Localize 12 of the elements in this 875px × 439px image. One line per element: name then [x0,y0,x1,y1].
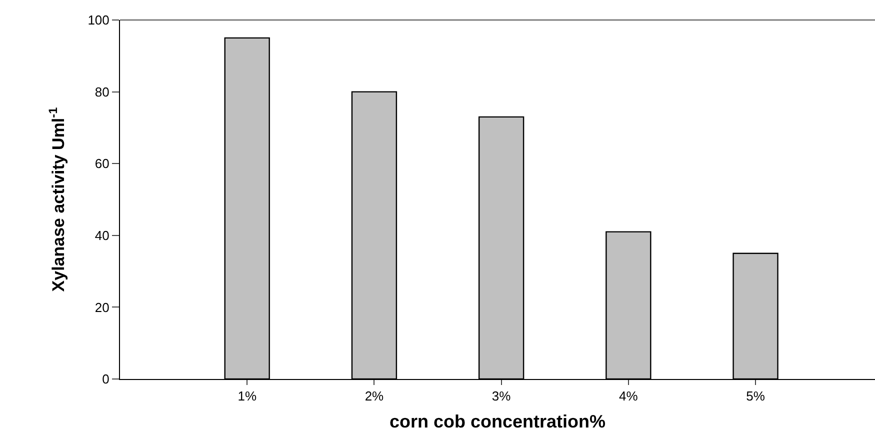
x-tick-label: 4% [619,388,638,404]
x-tick-label: 5% [746,388,766,404]
x-axis-title: corn cob concentration% [389,412,606,432]
y-tick-label: 20 [94,300,110,315]
x-tick-label: 1% [238,388,257,404]
y-tick-label: 40 [94,228,110,243]
y-tick-label: 80 [94,84,110,100]
x-tick-label: 3% [492,388,512,404]
y-tick-label: 60 [94,156,110,172]
y-tick-label: 0 [102,372,110,387]
x-tick-label: 2% [364,388,384,404]
y-tick-label: 100 [88,12,110,28]
